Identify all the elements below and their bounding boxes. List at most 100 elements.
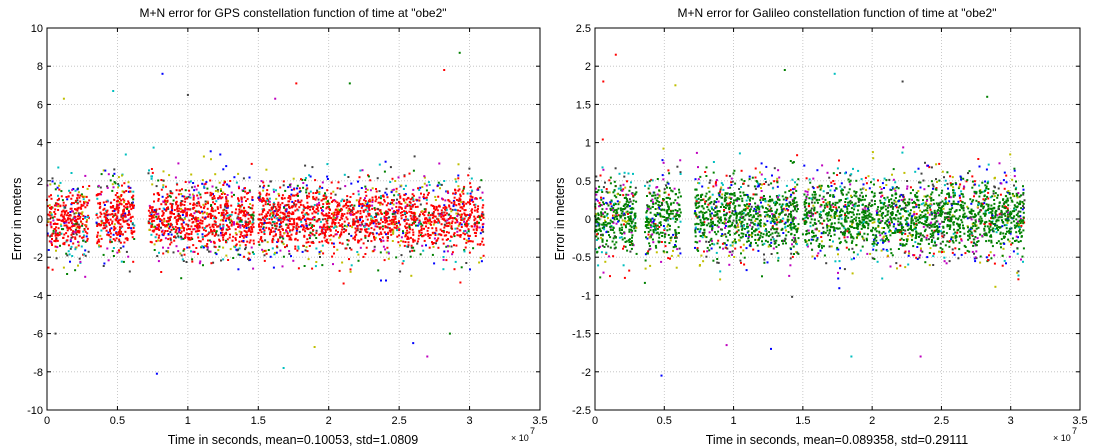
data-point	[86, 239, 89, 242]
data-point	[321, 181, 324, 184]
data-point	[169, 222, 172, 225]
data-point	[971, 235, 974, 237]
data-point	[630, 240, 633, 242]
data-point	[447, 238, 449, 241]
data-point	[72, 223, 74, 226]
data-point	[51, 180, 54, 183]
data-point	[757, 205, 760, 208]
data-point	[347, 239, 350, 242]
data-point	[264, 200, 267, 203]
data-point	[205, 234, 208, 237]
data-point	[191, 218, 193, 221]
data-point	[188, 189, 191, 192]
data-point	[234, 246, 237, 249]
x-exponent-label: × 10	[511, 433, 529, 443]
data-point	[247, 222, 250, 225]
data-point	[410, 212, 413, 214]
data-point	[295, 217, 298, 220]
data-point	[243, 206, 245, 209]
data-point	[183, 253, 186, 256]
data-point	[341, 242, 344, 245]
data-point	[184, 189, 187, 192]
data-point	[197, 220, 200, 222]
data-point	[210, 209, 213, 212]
data-point	[124, 230, 127, 233]
data-point	[169, 216, 172, 219]
data-point	[270, 216, 273, 219]
data-point	[306, 201, 309, 204]
data-point	[600, 233, 602, 236]
data-point	[858, 231, 861, 234]
data-point	[263, 184, 266, 187]
data-point	[282, 220, 285, 223]
data-point	[123, 205, 126, 208]
data-point	[186, 211, 188, 214]
data-point	[252, 267, 255, 270]
data-point	[121, 233, 124, 236]
data-point	[872, 244, 875, 247]
data-point	[69, 191, 72, 194]
data-point	[701, 236, 704, 239]
data-point	[440, 215, 443, 218]
data-point	[247, 221, 250, 224]
data-point	[85, 235, 88, 238]
data-point	[967, 207, 970, 210]
data-point	[111, 222, 113, 225]
data-point	[181, 195, 184, 198]
data-point	[270, 206, 273, 209]
data-point	[822, 210, 825, 213]
data-point	[445, 231, 448, 234]
data-point	[837, 277, 840, 280]
data-point	[378, 227, 381, 230]
data-point	[155, 240, 158, 243]
data-point	[902, 146, 905, 149]
data-point	[156, 255, 159, 258]
data-point	[177, 204, 179, 207]
data-point	[849, 174, 852, 177]
data-point	[702, 260, 705, 263]
data-point	[764, 223, 767, 226]
data-point	[50, 234, 53, 237]
data-point	[408, 172, 411, 175]
data-point	[467, 228, 470, 231]
data-point	[376, 177, 379, 180]
data-point	[765, 211, 768, 214]
data-point	[402, 240, 405, 243]
data-point	[226, 228, 229, 231]
data-point	[84, 215, 87, 218]
data-point	[357, 259, 360, 262]
data-point	[911, 202, 914, 204]
data-point	[315, 220, 318, 223]
data-point	[125, 250, 128, 253]
data-point	[366, 210, 369, 213]
data-point	[740, 252, 742, 255]
data-point	[258, 191, 261, 194]
data-point	[739, 216, 742, 219]
data-point	[865, 182, 868, 185]
data-point	[371, 187, 374, 190]
data-point	[331, 200, 333, 203]
data-point	[168, 219, 170, 222]
data-point	[53, 215, 56, 218]
data-point	[696, 228, 699, 231]
data-point	[371, 216, 374, 219]
data-point	[337, 221, 340, 224]
data-point	[296, 239, 299, 242]
data-point	[384, 160, 387, 163]
data-point	[605, 252, 608, 255]
data-point	[124, 212, 127, 215]
data-point	[924, 161, 926, 164]
data-point	[872, 178, 875, 181]
data-point	[169, 210, 172, 213]
data-point	[469, 203, 472, 205]
data-point	[65, 221, 68, 224]
data-point	[283, 206, 286, 209]
data-point	[412, 246, 415, 249]
data-point	[811, 231, 813, 234]
data-point	[434, 232, 437, 235]
data-point	[311, 166, 314, 169]
data-point	[419, 222, 422, 225]
data-point	[123, 191, 126, 194]
data-point	[610, 205, 613, 208]
data-point	[763, 222, 766, 225]
